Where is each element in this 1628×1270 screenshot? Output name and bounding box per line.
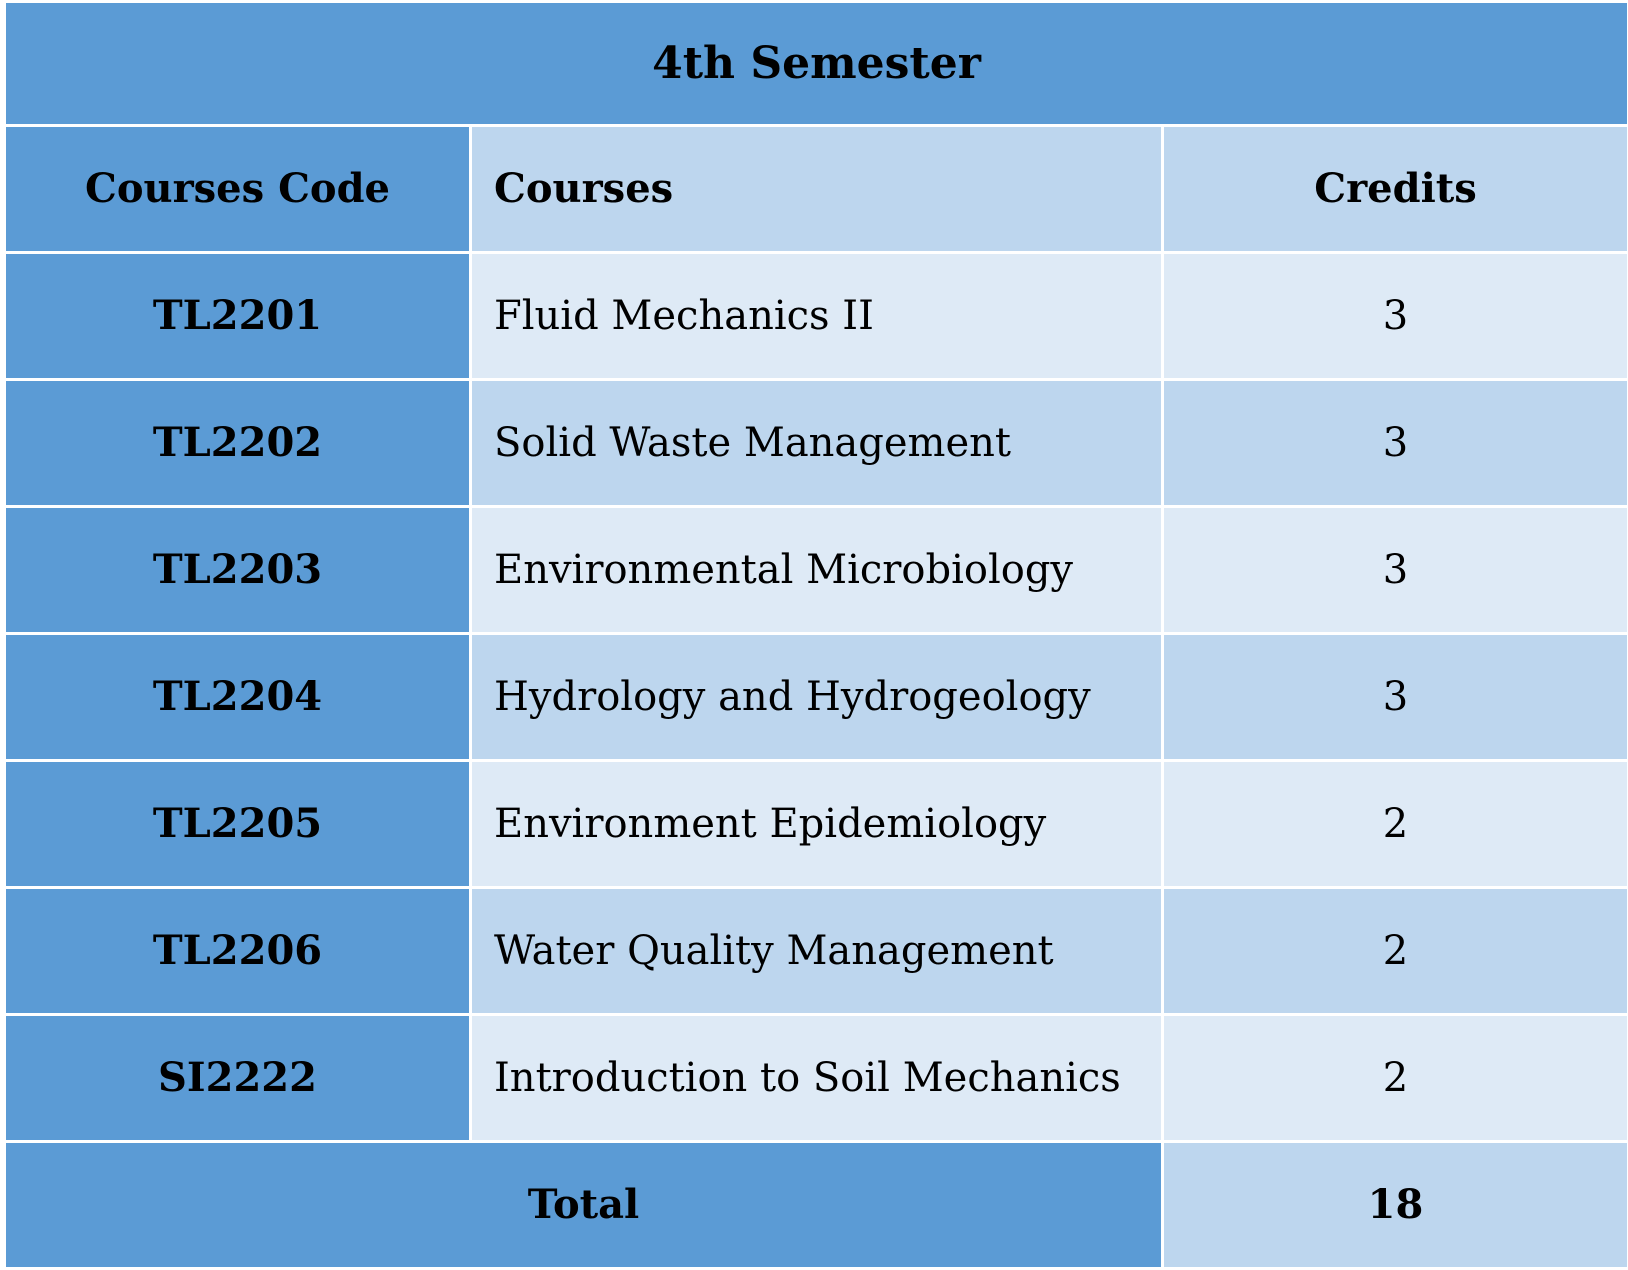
course-code-cell: SI2222 <box>3 1013 472 1143</box>
table-row: TL2201 Fluid Mechanics II 3 <box>3 251 1628 381</box>
course-credits-cell: 3 <box>1160 251 1628 381</box>
course-code-cell: TL2201 <box>3 251 472 381</box>
course-name-cell: Environmental Microbiology <box>469 505 1164 635</box>
course-name-cell: Solid Waste Management <box>469 378 1164 508</box>
header-credits: Credits <box>1160 124 1628 254</box>
course-credits-cell: 3 <box>1160 378 1628 508</box>
semester-title: 4th Semester <box>2 0 1628 127</box>
course-credits-cell: 2 <box>1160 759 1628 889</box>
header-courses-code: Courses Code <box>3 124 472 254</box>
course-credits-cell: 2 <box>1160 886 1628 1016</box>
course-credits-cell: 3 <box>1160 632 1628 762</box>
course-code-cell: TL2202 <box>3 378 472 508</box>
total-label: Total <box>3 1140 1164 1270</box>
table-row: SI2222 Introduction to Soil Mechanics 2 <box>3 1013 1628 1143</box>
table-row: TL2205 Environment Epidemiology 2 <box>3 759 1628 889</box>
course-code-cell: TL2205 <box>3 759 472 889</box>
course-name-cell: Fluid Mechanics II <box>469 251 1164 381</box>
table-row: TL2202 Solid Waste Management 3 <box>3 378 1628 508</box>
table-row: TL2203 Environmental Microbiology 3 <box>3 505 1628 635</box>
total-row: Total 18 <box>3 1140 1628 1270</box>
table-row: TL2204 Hydrology and Hydrogeology 3 <box>3 632 1628 762</box>
table-row: TL2206 Water Quality Management 2 <box>3 886 1628 1016</box>
table-title-row: 4th Semester <box>2 0 1628 127</box>
course-name-cell: Hydrology and Hydrogeology <box>469 632 1164 762</box>
course-credits-cell: 2 <box>1160 1013 1628 1143</box>
total-credits-value: 18 <box>1160 1140 1628 1270</box>
course-code-cell: TL2204 <box>3 632 472 762</box>
course-name-cell: Environment Epidemiology <box>469 759 1164 889</box>
course-code-cell: TL2206 <box>3 886 472 1016</box>
course-code-cell: TL2203 <box>3 505 472 635</box>
table-header-row: Courses Code Courses Credits <box>3 124 1628 254</box>
course-credits-cell: 3 <box>1160 505 1628 635</box>
course-name-cell: Water Quality Management <box>469 886 1164 1016</box>
course-name-cell: Introduction to Soil Mechanics <box>469 1013 1164 1143</box>
header-courses: Courses <box>469 124 1164 254</box>
